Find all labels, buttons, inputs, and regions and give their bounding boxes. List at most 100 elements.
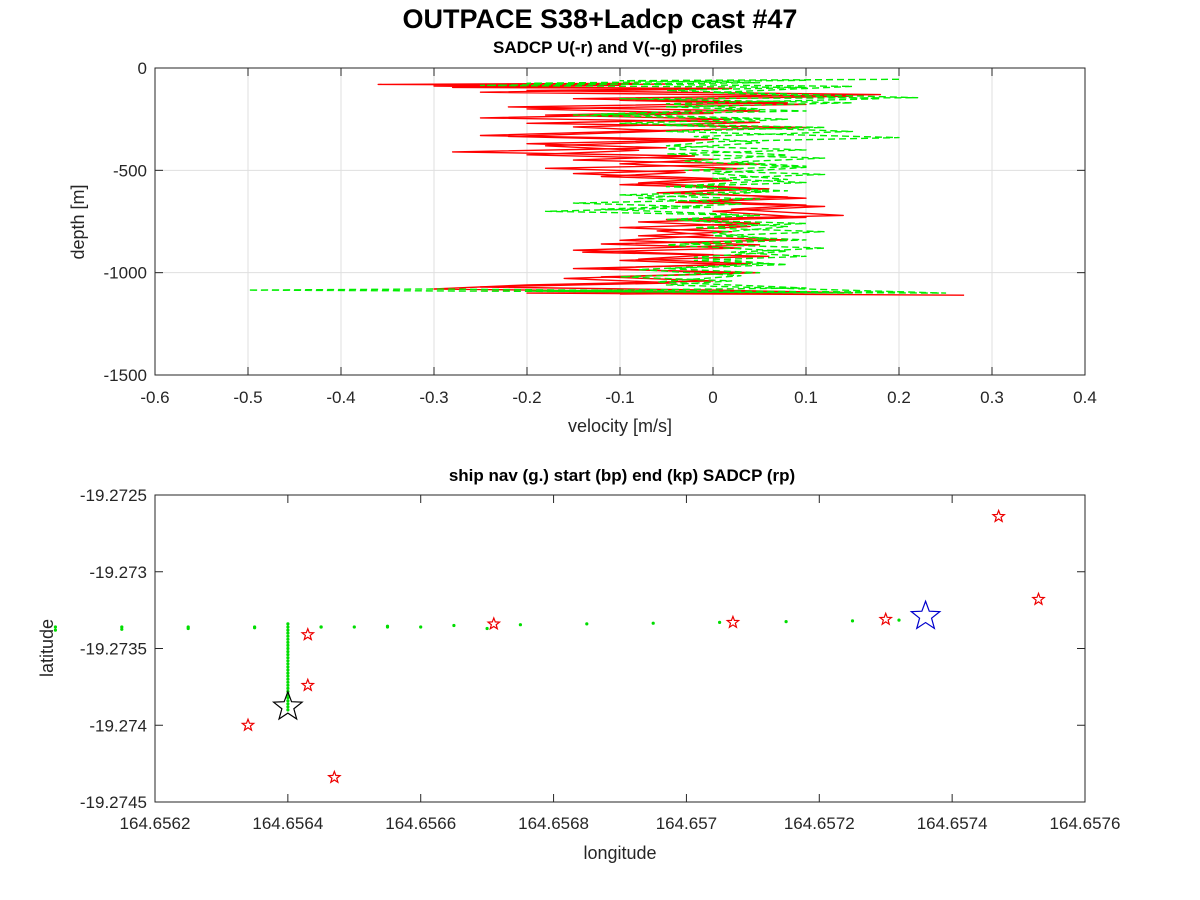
nav-xtick-label: 164.6576 [1050,814,1121,833]
ship-nav-point [850,619,855,623]
nav-title: ship nav (g.) start (bp) end (kp) SADCP … [449,466,795,485]
ship-nav-point [419,625,423,629]
profile-xtick-label: -0.5 [233,388,262,407]
ship-nav-point [120,627,124,631]
sadcp-star [300,626,316,641]
profile-xtick-label: -0.2 [512,388,541,407]
nav-ytick-label: -19.274 [89,716,147,735]
ship-nav-point [286,656,290,660]
profile-title: SADCP U(-r) and V(--g) profiles [493,38,743,57]
ship-nav-point [286,650,290,654]
ship-nav-point [286,671,290,675]
nav-xtick-label: 164.6568 [518,814,589,833]
profile-xtick-label: 0 [708,388,717,407]
sadcp-star [300,677,316,692]
profile-ticks: -0.6 -0.5 -0.4 -0.3 -0.2 -0.1 0 0.1 0.2 0.3 0.4 -15… [104,59,1097,407]
sadcp-star [1031,591,1046,606]
ship-nav-point [286,686,290,691]
profile-ytick-label: -1500 [104,366,147,385]
ship-nav-point [53,628,58,632]
profile-ytick-label: 0 [138,59,147,78]
ship-nav-point [784,620,788,624]
ship-nav-point [286,699,290,703]
ship-nav-point [385,625,390,629]
profile-ytick-label: -1000 [104,264,147,283]
profile-ylabel: depth [m] [68,184,88,259]
u-profile-line [433,83,854,295]
ship-nav-point [352,625,356,629]
ship-nav-point [286,674,290,678]
ship-nav-point [286,668,290,672]
ship-nav-point [286,705,290,709]
ship-nav-point [718,620,722,625]
ship-nav-point [286,696,290,700]
nav-panel: ship nav (g.) start (bp) end (kp) SADCP … [37,466,1121,863]
nav-axes-box [154,494,1086,803]
ship-nav-point [286,622,290,626]
ship-nav-point [897,618,901,622]
nav-xtick-label: 164.657 [656,814,717,833]
ship-nav-point [319,625,323,629]
u-profile-line [377,82,965,296]
ship-nav-point [186,625,190,629]
ship-nav-point [286,702,290,706]
nav-xtick-label: 164.6574 [917,814,988,833]
ship-nav-point [518,623,523,627]
ship-nav-point [452,623,456,628]
ship-nav-point [286,708,290,712]
profile-xtick-label: 0.1 [794,388,818,407]
sadcp-star [327,769,342,784]
figure-title: OUTPACE S38+Ladcp cast #47 [403,4,798,34]
profile-xtick-label: -0.6 [140,388,169,407]
profile-xtick-label: 0.2 [887,388,911,407]
nav-xtick-label: 164.6566 [385,814,456,833]
profile-xtick-label: -0.3 [419,388,448,407]
profile-panel: SADCP U(-r) and V(--g) profiles -0.6 -0.5… [68,38,1097,436]
nav-marks [53,508,1046,784]
nav-ytick-label: -19.2745 [80,793,147,812]
ship-nav-point [286,653,290,657]
start-star [909,599,942,630]
ship-nav-point [286,625,290,629]
nav-ticks: 164.6562 164.6564 164.6566 164.6568 164.657 1… [80,486,1121,833]
nav-ytick-label: -19.2735 [80,640,147,659]
sadcp-star [240,717,256,732]
nav-xtick-label: 164.6562 [120,814,191,833]
ship-nav-point [286,665,290,669]
ship-nav-point [286,677,290,681]
ship-nav-point [286,680,290,684]
ship-nav-point [286,631,290,635]
ship-nav-point [651,621,655,625]
ship-nav-point [286,643,290,648]
ship-nav-point [585,622,589,626]
nav-ytick-label: -19.2725 [80,486,147,505]
ship-nav-point [286,646,290,651]
profile-lines [247,78,965,296]
ship-nav-point [286,640,290,645]
profile-ytick-label: -500 [113,161,147,180]
ship-nav-point [286,662,290,666]
ship-nav-point [286,628,290,632]
nav-ytick-label: -19.273 [89,563,147,582]
profile-xtick-label: -0.4 [326,388,355,407]
ship-nav-point [53,625,58,629]
sadcp-star [878,611,894,626]
ship-nav-point [120,625,124,629]
profile-xtick-label: -0.1 [605,388,634,407]
ship-nav-point [485,626,489,631]
ship-nav-point [286,637,290,641]
profile-xlabel: velocity [m/s] [568,416,672,436]
sadcp-star [486,616,502,631]
nav-xlabel: longitude [583,843,656,863]
sadcp-star [725,614,741,629]
ship-nav-point [286,683,290,687]
v-profile-line [247,78,947,294]
profile-xtick-label: 0.3 [980,388,1004,407]
nav-xtick-label: 164.6572 [784,814,855,833]
nav-ylabel: latitude [37,619,57,677]
end-star [271,690,304,721]
v-profile-line [526,79,882,294]
ship-nav-point [253,625,257,629]
ship-nav-point [286,659,290,663]
